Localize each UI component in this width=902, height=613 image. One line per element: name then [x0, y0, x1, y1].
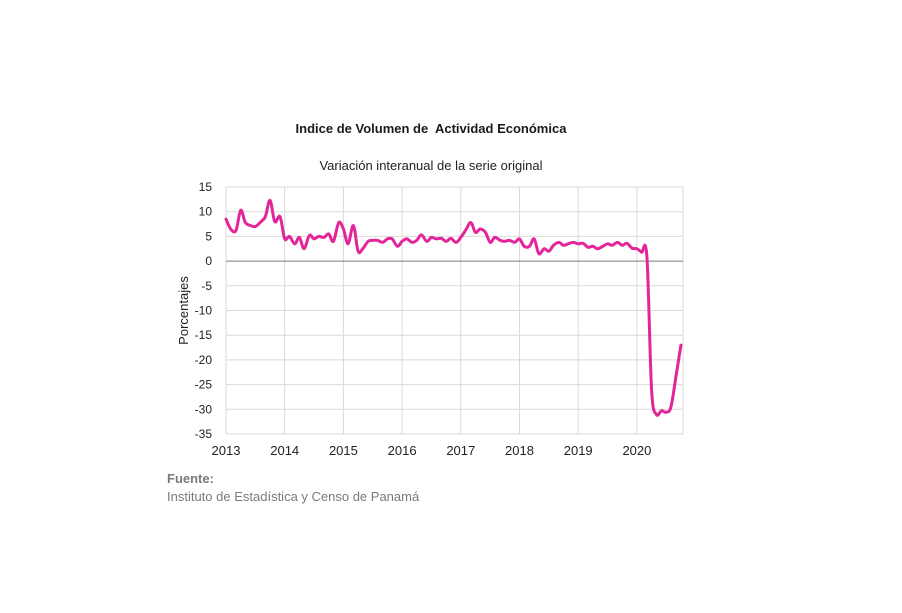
- x-tick-label: 2015: [329, 443, 358, 458]
- chart-subtitle: Variación interanual de la serie origina…: [319, 158, 543, 173]
- y-tick-label: -30: [195, 402, 213, 416]
- y-tick-label: 10: [199, 205, 213, 219]
- y-tick-label: -35: [195, 427, 213, 441]
- chart-title: Indice de Volumen de Actividad Económica: [295, 121, 567, 136]
- x-tick-label: 2016: [388, 443, 417, 458]
- y-tick-label: -25: [195, 378, 213, 392]
- source-text: Instituto de Estadística y Censo de Pana…: [167, 489, 420, 504]
- grid-lines: [225, 186, 684, 435]
- source-label: Fuente:: [167, 471, 214, 486]
- y-tick-label: -10: [195, 304, 213, 318]
- x-tick-label: 2018: [505, 443, 534, 458]
- y-tick-label: 15: [199, 180, 213, 194]
- x-tick-label: 2020: [622, 443, 651, 458]
- x-tick-label: 2014: [270, 443, 299, 458]
- y-tick-label: -5: [201, 279, 212, 293]
- y-tick-labels: 15 10 5 0 -5 -10 -15 -20 -25 -30 -35: [195, 180, 213, 441]
- x-tick-label: 2017: [446, 443, 475, 458]
- x-tick-labels: 2013 2014 2015 2016 2017 2018 2019 2020: [212, 443, 652, 458]
- y-tick-label: 0: [205, 254, 212, 268]
- y-tick-label: -15: [195, 328, 213, 342]
- series-group: [224, 198, 683, 417]
- y-tick-label: -20: [195, 353, 213, 367]
- y-axis-label: Porcentajes: [176, 276, 191, 345]
- series-line: [224, 198, 683, 417]
- x-tick-label: 2013: [212, 443, 241, 458]
- x-tick-label: 2019: [564, 443, 593, 458]
- y-tick-label: 5: [205, 229, 212, 243]
